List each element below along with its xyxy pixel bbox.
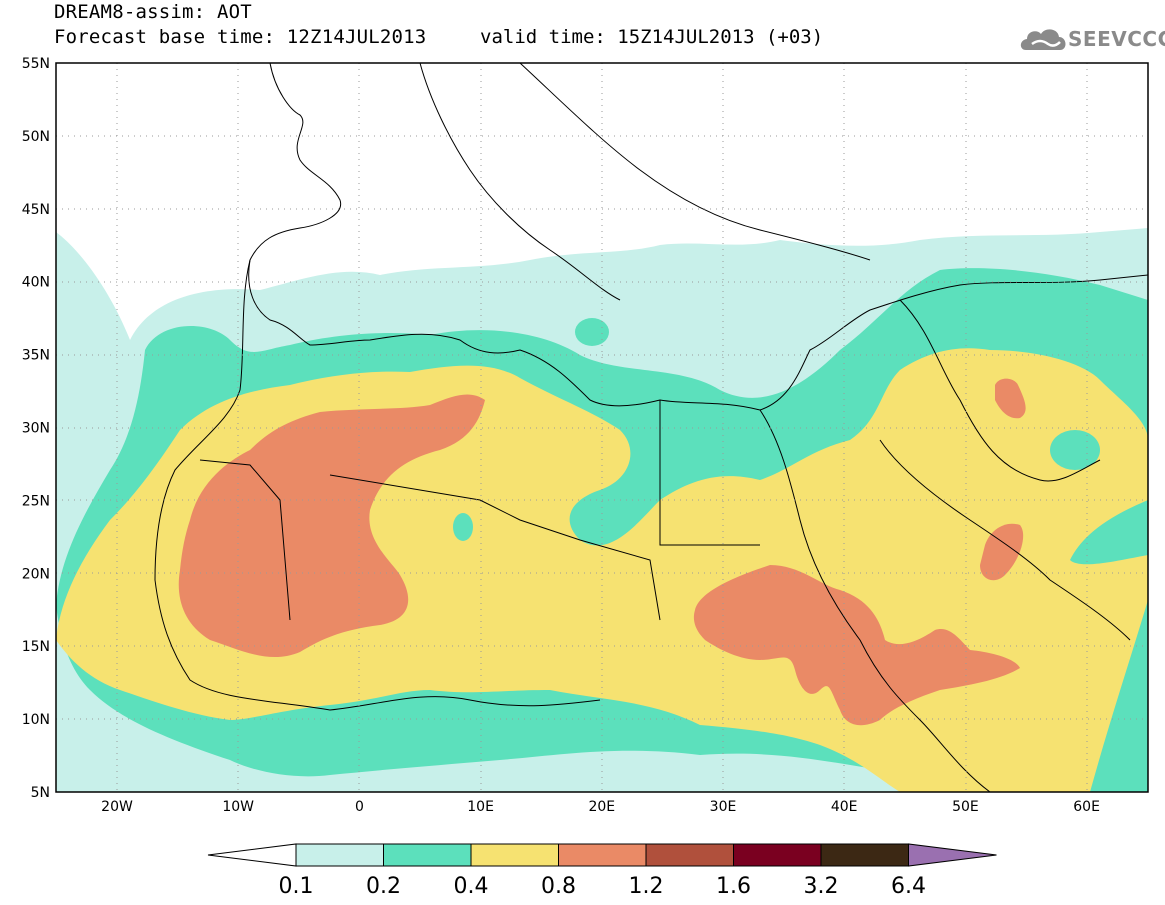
- lon-tick-label: 50E: [952, 799, 979, 815]
- aot-contour-0.8-iraq: [995, 378, 1026, 419]
- forecast-base-time: Forecast base time: 12Z14JUL2013: [54, 26, 427, 48]
- lat-tick-label: 20N: [22, 566, 50, 582]
- lon-tick-label: 40E: [831, 799, 858, 815]
- aot-contour-0.8-west: [178, 394, 485, 658]
- lat-tick-label: 25N: [22, 493, 50, 509]
- aot-contour-0.8-east: [693, 565, 1020, 726]
- lon-tick-label: 30E: [710, 799, 737, 815]
- lat-tick-label: 40N: [22, 275, 50, 291]
- logo-text: SEEVCCC: [1068, 27, 1165, 51]
- colorbar-arrow-high: [908, 843, 997, 867]
- lat-tick-label: 15N: [22, 639, 50, 655]
- aot-contour-0.8-oman: [980, 523, 1024, 581]
- grid-lines: [56, 63, 1148, 792]
- aot-field: [56, 63, 1148, 792]
- colorbar-arrow-low: [207, 843, 297, 867]
- map-frame: [55, 62, 1149, 793]
- colorbar-swatch: [295, 843, 384, 867]
- chart-title: DREAM8-assim: AOT: [54, 1, 252, 23]
- colorbar-label: 1.2: [629, 874, 664, 899]
- colorbar-label: 0.8: [541, 874, 576, 899]
- latitude-labels: 55N 50N 45N 40N 35N 30N 25N 20N 15N 10N 5N: [22, 56, 50, 801]
- lon-tick-label: 60E: [1073, 799, 1100, 815]
- lon-tick-label: 20W: [101, 799, 133, 815]
- colorbar-label: 6.4: [891, 874, 926, 899]
- lat-tick-label: 35N: [22, 348, 50, 364]
- lat-tick-label: 5N: [31, 785, 50, 801]
- colorbar-label: 0.4: [454, 874, 489, 899]
- colorbar-label: 0.2: [366, 874, 401, 899]
- coastlines: [154, 63, 1148, 792]
- cloud-icon: [1020, 29, 1066, 50]
- colorbar-swatch: [645, 843, 734, 867]
- lon-tick-label: 10W: [222, 799, 254, 815]
- valid-time: valid time: 15Z14JUL2013 (+03): [480, 26, 824, 48]
- lat-tick-label: 45N: [22, 202, 50, 218]
- lon-tick-label: 10E: [467, 799, 494, 815]
- lon-tick-label: 20E: [588, 799, 615, 815]
- colorbar-swatch: [558, 843, 647, 867]
- colorbar-label: 1.6: [716, 874, 751, 899]
- aot-spot-med: [575, 318, 609, 346]
- colorbar-swatch: [470, 843, 559, 867]
- colorbar-swatch: [733, 843, 822, 867]
- colorbar-label: 3.2: [804, 874, 839, 899]
- lat-tick-label: 10N: [22, 712, 50, 728]
- colorbar-swatch: [820, 843, 909, 867]
- lat-tick-label: 55N: [22, 56, 50, 72]
- colorbar-swatch: [383, 843, 472, 867]
- aot-spot-libya: [453, 513, 473, 541]
- colorbar-label: 0.1: [279, 874, 314, 899]
- lat-tick-label: 30N: [22, 421, 50, 437]
- lon-tick-label: 0: [355, 799, 364, 815]
- longitude-labels: 20W 10W 0 10E 20E 30E 40E 50E 60E: [101, 799, 1100, 815]
- lat-tick-label: 50N: [22, 129, 50, 145]
- colorbar: 0.1 0.2 0.4 0.8 1.2 1.6 3.2 6.4: [207, 843, 997, 899]
